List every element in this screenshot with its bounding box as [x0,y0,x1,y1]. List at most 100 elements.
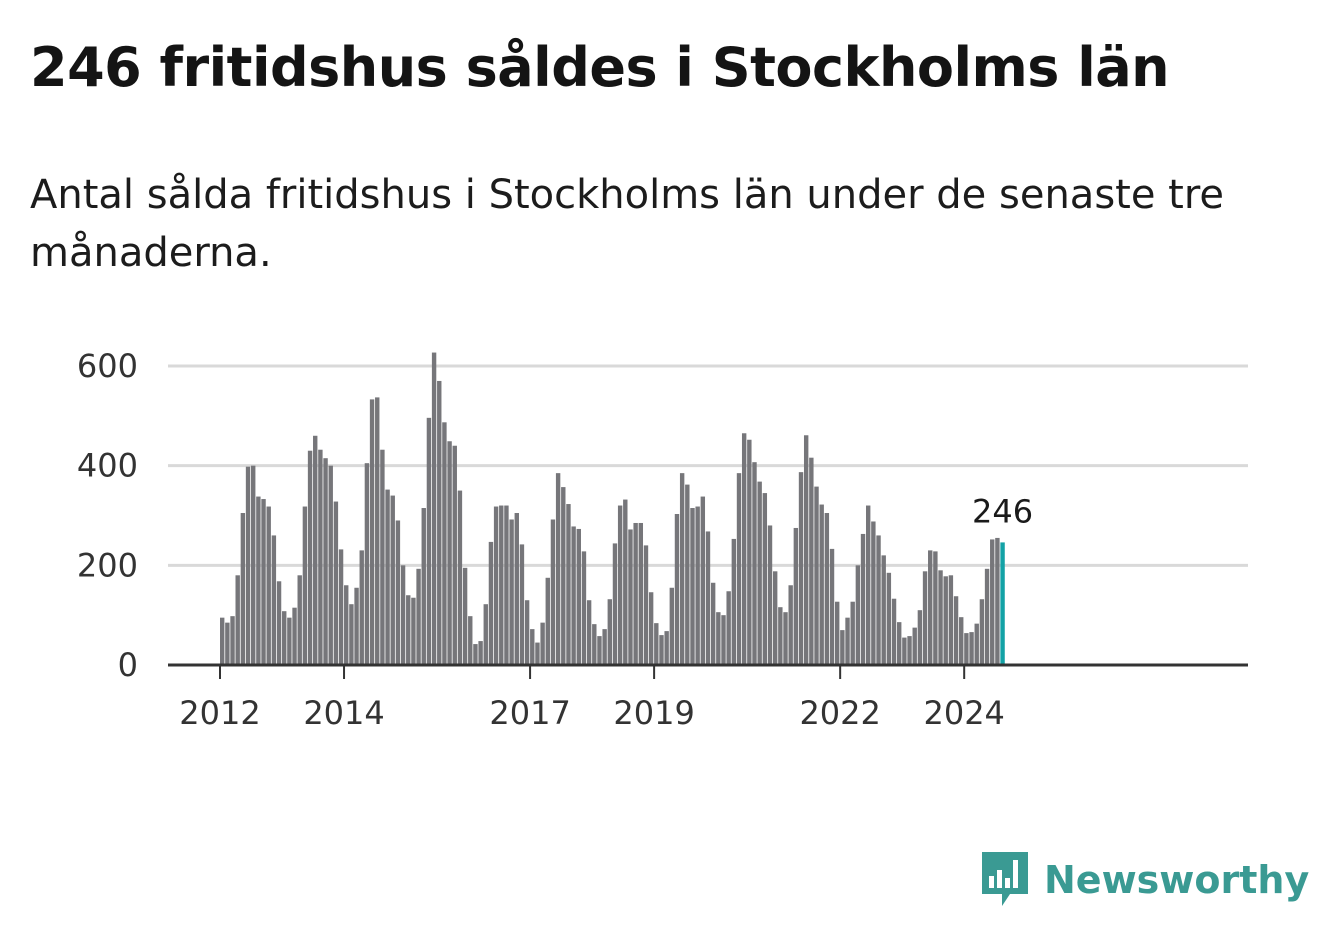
chart-subtitle: Antal sålda fritidshus i Stockholms län … [30,172,1225,276]
bar [297,575,302,665]
bar [411,597,416,665]
bar [457,490,463,665]
bar-series [220,352,1005,666]
bar [860,533,866,665]
bar [597,636,602,665]
bar [437,380,442,665]
brand-name: Newsworthy [1044,858,1310,902]
bar [550,519,556,665]
bar [400,565,406,665]
bar [912,627,917,666]
bar [990,539,995,665]
bar [607,599,612,665]
bar [948,575,954,665]
bar [752,462,757,665]
bar [349,604,354,665]
bar [602,629,607,665]
bar [592,624,597,665]
bar [447,441,452,665]
bar [338,549,344,665]
bar [354,587,359,665]
bar [555,473,561,665]
bar [866,505,871,665]
y-tick-label-0: 0 [118,646,138,684]
bar [530,629,535,665]
bar [891,598,897,665]
bar [581,551,587,665]
bar [922,571,928,665]
bar [514,513,519,665]
bar [385,489,390,665]
bar [855,565,861,665]
bar [984,568,990,665]
bar [741,433,747,665]
bar [902,637,907,665]
bar [406,595,411,665]
brand-logo: Newsworthy [980,850,1309,910]
y-axis-labels: 0 200 400 600 [77,347,138,684]
bar [933,551,938,665]
bar [690,508,695,665]
bar [943,576,948,665]
bar [287,617,292,665]
bar [504,505,509,665]
bar [695,506,700,665]
bar [586,600,592,665]
bar [499,505,504,665]
bar [276,581,282,665]
bar [328,465,333,665]
bar [664,631,669,665]
bar [938,570,943,665]
bar [369,399,375,665]
y-tick-label-200: 200 [77,546,138,584]
latest-value-label: 246 [972,492,1033,530]
bar [778,607,783,665]
bar [566,504,571,665]
bar [767,525,773,665]
bar [390,495,395,665]
bar [871,521,876,665]
bar [654,623,659,665]
bar [617,505,623,665]
bar [509,519,514,665]
bar-chart: 0 200 400 600 2012 2014 2017 2019 2022 2024 246 [77,347,1248,732]
bar-chart-logo-icon [982,852,1028,906]
bar [473,644,478,665]
bar [907,636,912,665]
bar [468,616,473,665]
bar [648,592,654,665]
bar [545,577,550,665]
bar [721,615,726,665]
bar [225,622,230,665]
bar [240,513,246,665]
bar [483,604,488,665]
bar [633,522,638,665]
bar [271,535,277,665]
bar [736,473,742,665]
bar [679,473,685,665]
bar [421,508,426,665]
bar [757,481,762,665]
bar [452,445,457,665]
bar [788,585,793,665]
bar [426,417,432,665]
bar [824,513,830,665]
bar [710,582,716,665]
bar [493,506,499,665]
x-tick-label-2017: 2017 [489,694,570,732]
x-tick-label-2022: 2022 [799,694,880,732]
bar [540,622,545,665]
bar [974,623,979,665]
bar [638,522,644,665]
bar [359,550,364,665]
bar [959,617,964,665]
x-tick-label-2024: 2024 [923,694,1004,732]
bar [917,610,923,665]
bar [881,555,886,665]
bar [716,612,721,665]
bar [814,486,819,665]
bar [829,548,835,665]
bar [897,622,902,665]
bar [669,587,675,665]
bar [307,450,313,665]
